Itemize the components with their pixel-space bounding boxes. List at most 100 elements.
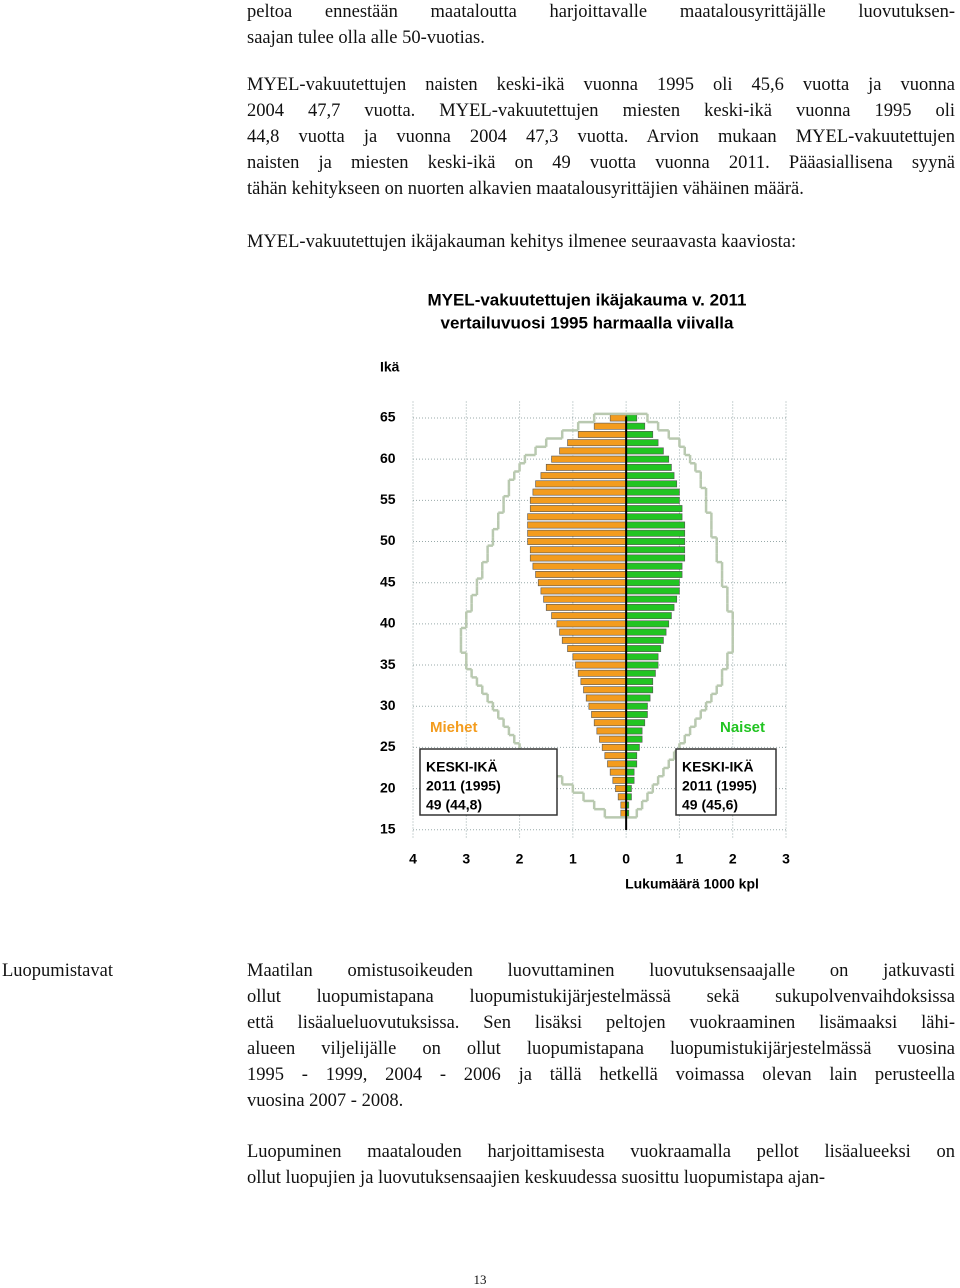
bar <box>532 488 627 496</box>
bar <box>625 653 659 661</box>
bar <box>625 612 672 620</box>
bar <box>609 768 627 776</box>
y-tick-label: 35 <box>380 656 396 672</box>
text-line: Maatilan omistusoikeuden luovuttaminen l… <box>247 961 955 981</box>
bar <box>551 612 627 620</box>
bar <box>625 447 664 455</box>
text-line: 2004 47,7 vuotta. MYEL-vakuutettujen mie… <box>247 101 955 121</box>
text-line: naisten ja miesten keski-ikä on 49 vuott… <box>247 153 955 173</box>
bar <box>559 628 627 636</box>
bar <box>527 521 627 529</box>
bar <box>625 678 654 685</box>
bar <box>567 439 627 447</box>
paragraph: MYEL-vakuutettujen ikäjakauman kehitys i… <box>247 229 955 255</box>
bar <box>575 661 627 669</box>
bar <box>540 587 627 595</box>
bar <box>561 636 627 644</box>
y-tick-label: 25 <box>380 738 396 754</box>
bar <box>601 743 627 751</box>
bar <box>617 793 627 801</box>
bar <box>625 760 638 768</box>
bar <box>625 414 638 422</box>
annotation-box <box>675 748 777 816</box>
bar <box>535 571 627 578</box>
text-line: että lisäalueluovutuksissa. Sen lisäksi … <box>247 1013 955 1033</box>
side-label: Luopumistavat <box>2 961 113 981</box>
bar <box>625 595 678 603</box>
bar <box>625 702 648 710</box>
page-number: 13 <box>473 1272 487 1287</box>
bar <box>604 752 627 760</box>
text-line: vuosina 2007 - 2008. <box>247 1091 404 1111</box>
bar <box>625 620 670 628</box>
annotation-text: KESKI-IKÄ <box>426 759 498 775</box>
y-tick-label: 15 <box>380 820 396 836</box>
bar <box>593 422 627 430</box>
bar <box>615 785 627 793</box>
bar <box>625 768 635 776</box>
bar <box>583 686 627 694</box>
bar <box>545 603 627 611</box>
bar <box>612 776 627 784</box>
y-tick-label: 20 <box>380 779 396 795</box>
series-label: Miehet <box>430 719 478 736</box>
bar <box>625 603 675 611</box>
bar <box>625 505 683 512</box>
bar <box>625 628 667 636</box>
bar <box>625 455 670 463</box>
text-line: ollut luopumistapana luopumistukijärjest… <box>247 987 955 1007</box>
bar <box>625 752 638 760</box>
x-tick-label: 3 <box>462 851 470 867</box>
text-line: saajan tulee olla alle 50-vuotias. <box>247 28 485 48</box>
bar <box>596 727 627 735</box>
bar <box>625 727 643 735</box>
bar <box>556 620 627 628</box>
bar <box>625 488 680 496</box>
bar <box>625 669 656 677</box>
annotation-text: 2011 (1995) <box>426 778 501 794</box>
y-tick-label: 40 <box>380 615 396 631</box>
bar <box>529 496 627 504</box>
bar <box>607 760 627 768</box>
bar <box>625 645 662 653</box>
bar <box>537 579 627 587</box>
bar <box>577 669 627 677</box>
paragraph: Luopuminen maatalouden harjoittamisesta … <box>247 1139 955 1191</box>
chart-subtitle: vertailuvuosi 1995 harmaalla viivalla <box>441 313 734 332</box>
bar <box>527 538 627 545</box>
text-line: 44,8 vuotta ja vuonna 2004 47,3 vuotta. … <box>247 127 955 147</box>
bar <box>625 743 640 751</box>
bar <box>625 694 651 702</box>
paragraph: peltoa ennestään maataloutta harjoittava… <box>247 0 955 51</box>
bar <box>625 496 680 504</box>
x-tick-label: 1 <box>676 851 684 867</box>
bar <box>625 571 683 578</box>
text-line: Luopuminen maatalouden harjoittamisesta … <box>247 1142 955 1162</box>
bar <box>593 719 627 727</box>
annotation-text: 49 (44,8) <box>426 797 482 813</box>
bar <box>625 472 675 480</box>
bar <box>529 546 627 554</box>
bar <box>625 513 683 521</box>
bar <box>625 480 678 488</box>
annotation-text: KESKI-IKÄ <box>682 759 754 775</box>
bar <box>625 463 672 471</box>
paragraph: MYEL-vakuutettujen naisten keski-ikä vuo… <box>247 72 955 202</box>
bar <box>599 735 627 743</box>
bar <box>625 719 646 727</box>
x-tick-label: 3 <box>782 851 790 867</box>
y-tick-label: 65 <box>380 409 396 425</box>
paragraph: Maatilan omistusoikeuden luovuttaminen l… <box>247 958 955 1114</box>
bar <box>527 529 627 537</box>
bar <box>625 554 686 562</box>
y-tick-label: 45 <box>380 573 396 589</box>
bar <box>545 463 627 471</box>
bar <box>625 587 680 595</box>
text-line: tähän kehitykseen on nuorten alkavien ma… <box>247 179 804 199</box>
annotation-text: 2011 (1995) <box>682 778 757 794</box>
bar <box>540 472 627 480</box>
x-tick-label: 0 <box>622 851 630 867</box>
x-axis-label: Lukumäärä 1000 kpl <box>625 876 759 892</box>
chart-title: MYEL-vakuutettujen ikäjakauma v. 2011 <box>427 290 746 309</box>
